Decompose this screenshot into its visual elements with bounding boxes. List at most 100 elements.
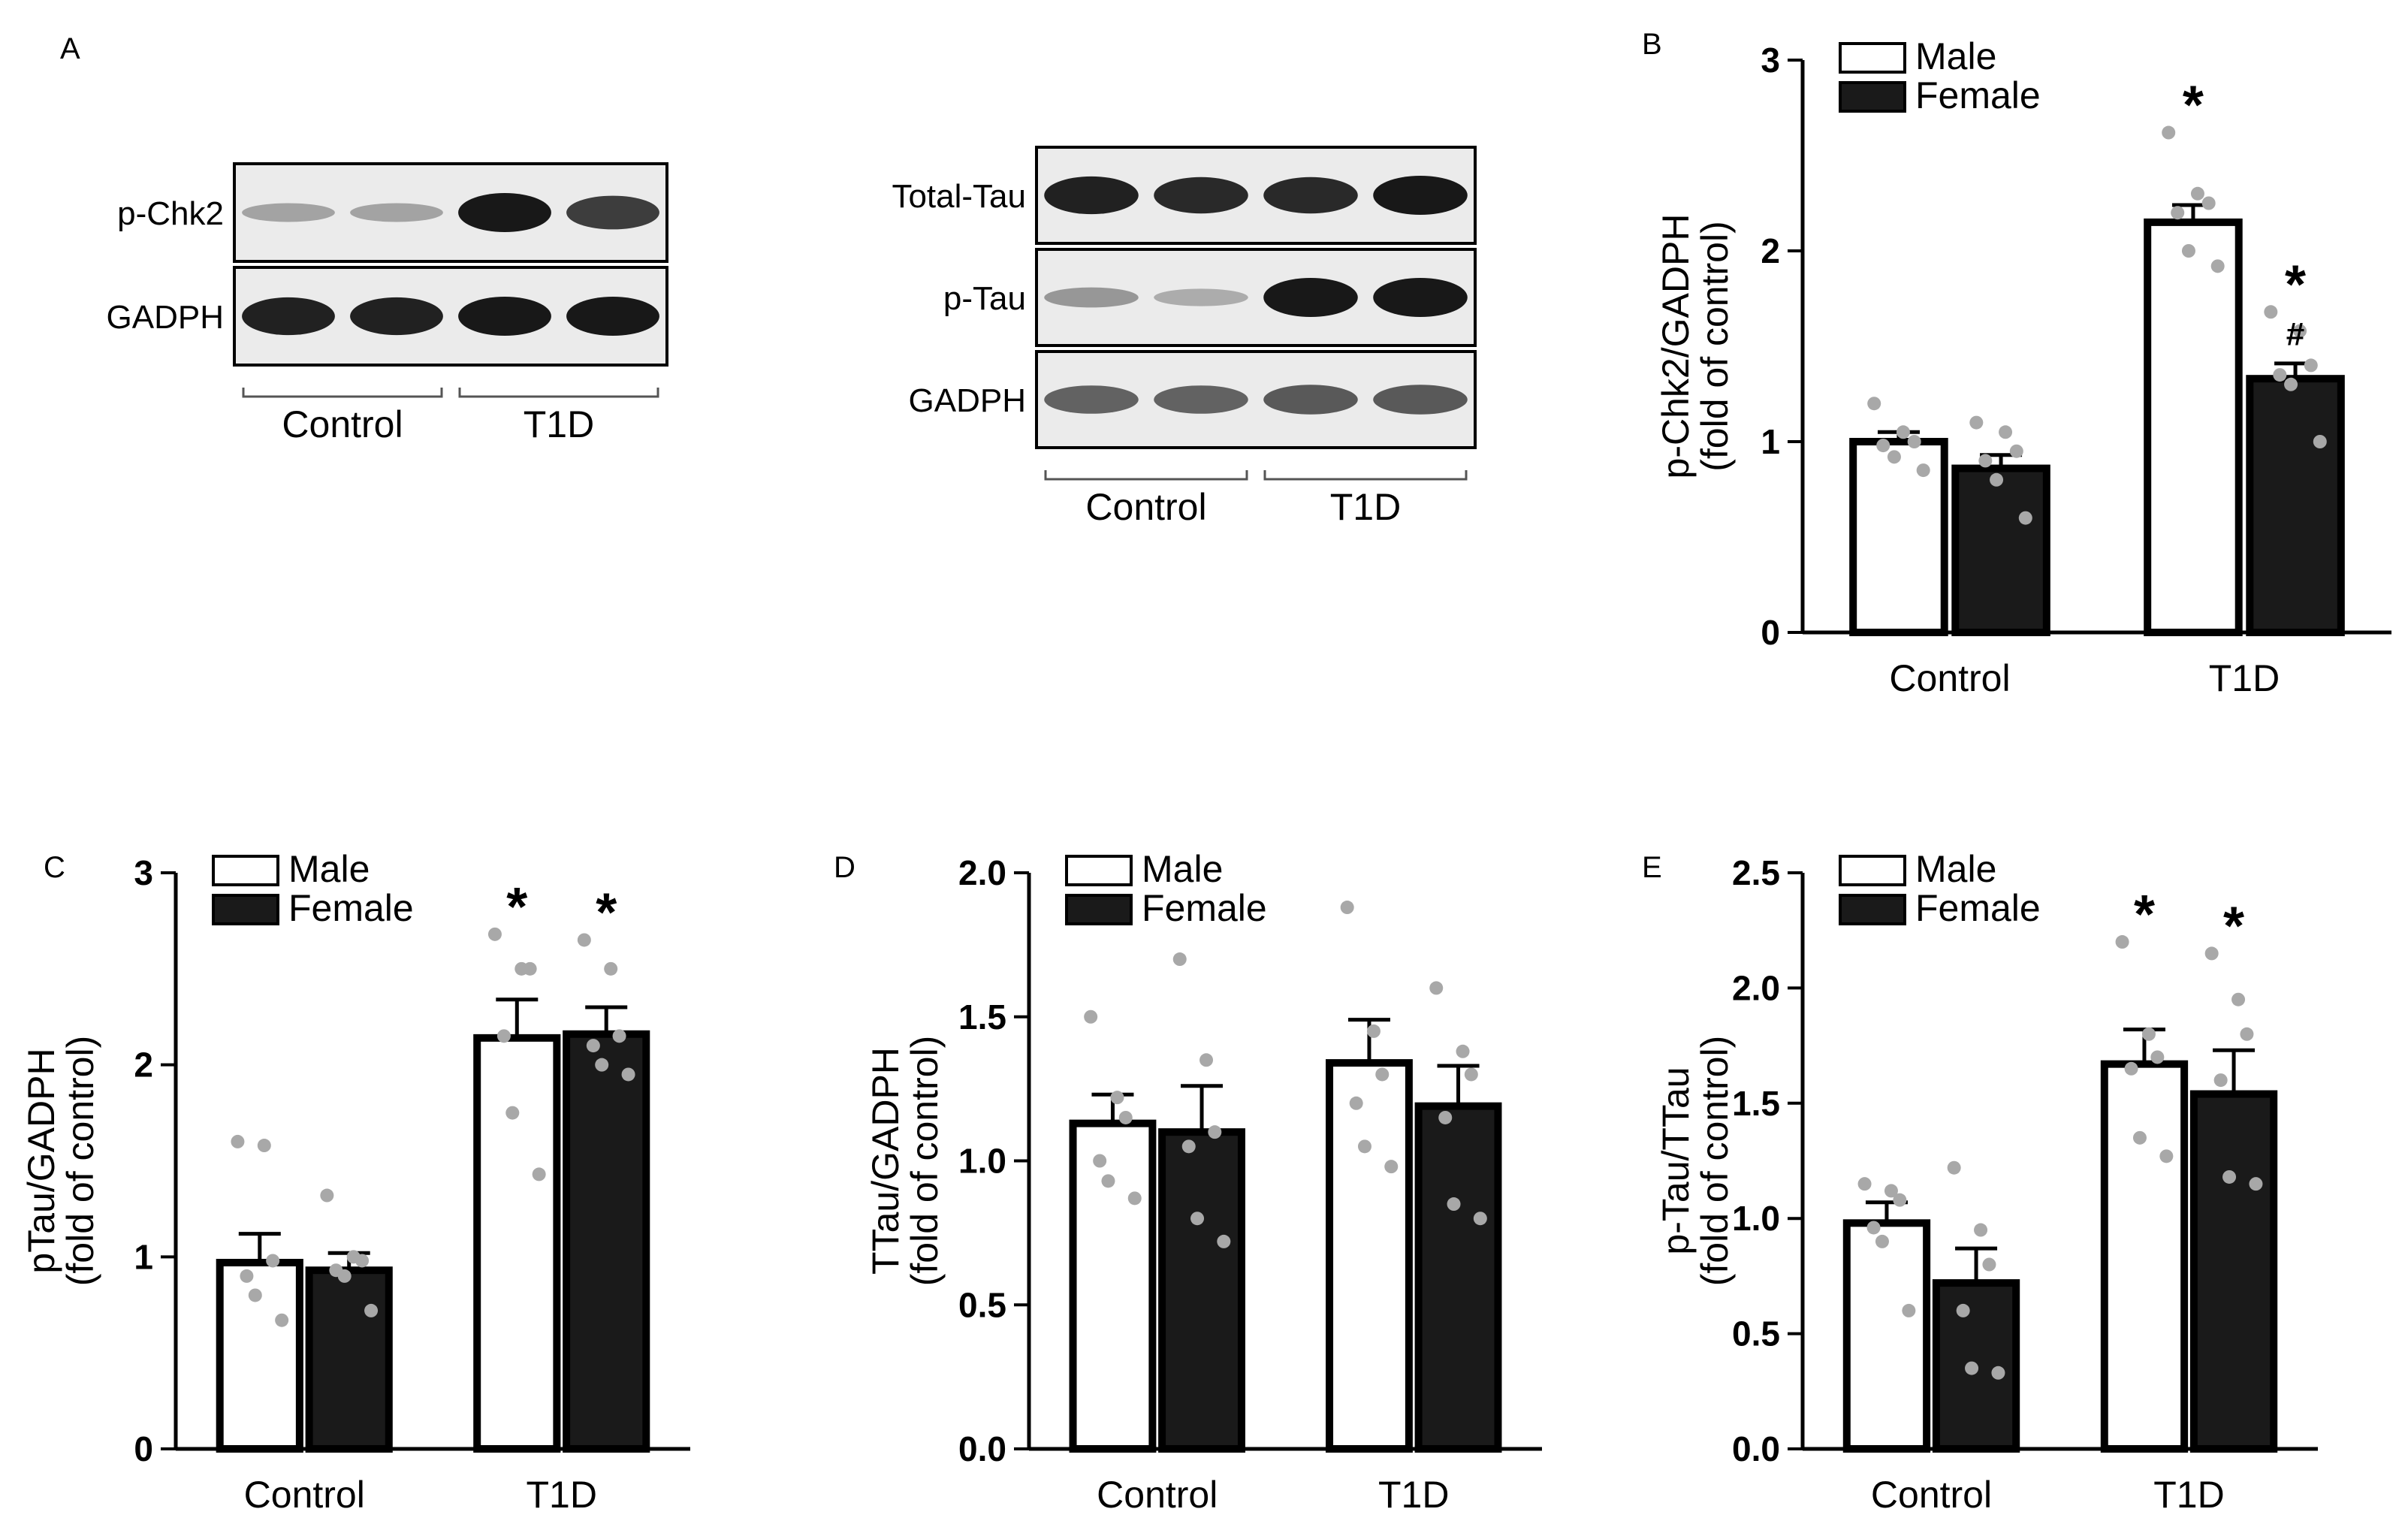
significance-star: *: [2183, 76, 2204, 136]
y-tick-label: 1.0: [958, 1142, 1006, 1181]
data-point: [1857, 1177, 1872, 1191]
data-point: [1464, 1067, 1478, 1082]
data-point: [621, 1067, 635, 1082]
data-point: [1473, 1212, 1487, 1226]
y-axis-label: p-Tau/TTau: [1655, 1067, 1697, 1254]
data-point: [1866, 1221, 1881, 1235]
legend-swatch: [212, 855, 279, 886]
panel-letter: D: [834, 851, 855, 884]
data-point: [1429, 981, 1444, 995]
data-point: [1999, 425, 2013, 439]
y-tick-label: 0.5: [958, 1285, 1006, 1324]
data-point: [1893, 1193, 1907, 1207]
blot-band: [242, 297, 335, 336]
data-point: [1875, 1234, 1889, 1248]
y-tick-label: 0.0: [1732, 1429, 1780, 1468]
blot-row: p-Chk2: [117, 162, 668, 263]
blot-band: [1044, 385, 1139, 414]
data-point: [2201, 196, 2216, 210]
data-point: [1965, 1361, 1979, 1375]
bar-male: [1842, 1219, 1931, 1453]
y-tick-label: 1.5: [1732, 1084, 1780, 1123]
data-point: [2124, 1061, 2138, 1076]
data-point: [1366, 1024, 1381, 1038]
blot-band: [1044, 176, 1139, 215]
y-axis-label: (fold of control): [59, 1036, 101, 1286]
western-blots: Ap-Chk2 GADPH Control T1D Total-Tau p-Tau GADP…: [60, 32, 1477, 528]
blot-row: Total-Tau: [892, 146, 1477, 245]
significance-star: *: [2223, 896, 2244, 956]
chart-b: B 0 1 2 3 p-Chk2/GADPH(fold of control) Contro…: [1642, 28, 2391, 699]
blot-band: [1263, 177, 1358, 214]
blot-row: GADPH: [107, 266, 668, 367]
data-point: [2018, 511, 2032, 525]
bar-male: [2144, 218, 2243, 636]
data-point: [2210, 259, 2225, 273]
data-point: [1208, 1125, 1222, 1139]
panel-letter: C: [44, 851, 65, 884]
data-point: [1190, 1212, 1205, 1226]
y-tick-label: 3: [1761, 41, 1780, 80]
data-point: [275, 1313, 289, 1327]
data-point: [1340, 901, 1354, 915]
blot-row: GADPH: [909, 350, 1477, 449]
data-point: [612, 1029, 626, 1043]
significance-hash: #: [2286, 315, 2304, 352]
data-point: [1217, 1234, 1231, 1248]
data-point: [1384, 1160, 1399, 1174]
data-point: [240, 1269, 254, 1283]
panel-letter: B: [1642, 28, 1662, 61]
group-label: Control: [282, 403, 403, 445]
data-point: [1456, 1044, 1470, 1058]
group-bracket: [458, 388, 659, 398]
data-point: [2150, 1050, 2165, 1064]
data-point: [2009, 444, 2023, 458]
y-tick-label: 2.0: [1732, 968, 1780, 1007]
significance-star: *: [2285, 255, 2306, 315]
y-tick-label: 3: [134, 853, 153, 892]
y-axis-label: p-Chk2/GADPH: [1655, 214, 1697, 479]
data-point: [2240, 1027, 2254, 1041]
bar-male: [1849, 438, 1948, 636]
y-tick-label: 2: [1761, 231, 1780, 270]
data-point: [266, 1254, 280, 1268]
group-bracket: [242, 388, 443, 398]
legend-swatch: [1065, 894, 1133, 925]
data-point: [2181, 244, 2195, 258]
bar-female: [2189, 1090, 2278, 1453]
blot-band: [566, 297, 659, 336]
data-point: [2264, 305, 2278, 319]
y-tick-label: 2.0: [958, 853, 1006, 892]
y-tick-label: 2.5: [1732, 853, 1780, 892]
data-point: [523, 961, 537, 976]
y-axis-label: (fold of control): [904, 1036, 946, 1286]
data-point: [2213, 1073, 2228, 1088]
blot-row-label: GADPH: [107, 299, 224, 336]
blot-band: [1263, 278, 1358, 317]
x-category-label: Control: [1097, 1474, 1218, 1516]
data-point: [487, 927, 502, 941]
data-point: [1884, 1184, 1898, 1198]
data-point: [1969, 415, 1984, 430]
blot-band: [1263, 385, 1358, 415]
y-tick-label: 0: [134, 1429, 153, 1468]
data-point: [231, 1134, 245, 1148]
blot-band: [458, 193, 551, 232]
x-category-label: T1D: [2153, 1474, 2224, 1516]
legend-label: Female: [1915, 74, 2041, 116]
legend-label: Male: [1142, 848, 1223, 890]
data-point: [1974, 1223, 1988, 1237]
significance-star: *: [506, 877, 527, 937]
blot-band: [458, 297, 551, 336]
data-point: [1438, 1110, 1453, 1124]
data-point: [1867, 397, 1881, 411]
legend-label: Female: [288, 887, 414, 929]
chart-e: E 0.0 0.5 1.0 1.5 2.0 2.5 p-Tau/TTau(fold of co…: [1642, 848, 2318, 1516]
data-point: [2231, 992, 2246, 1006]
data-point: [2204, 946, 2219, 961]
x-category-label: T1D: [527, 1474, 597, 1516]
data-point: [257, 1139, 271, 1153]
data-point: [1093, 1154, 1107, 1168]
y-axis-label: TTau/GADPH: [865, 1047, 907, 1275]
